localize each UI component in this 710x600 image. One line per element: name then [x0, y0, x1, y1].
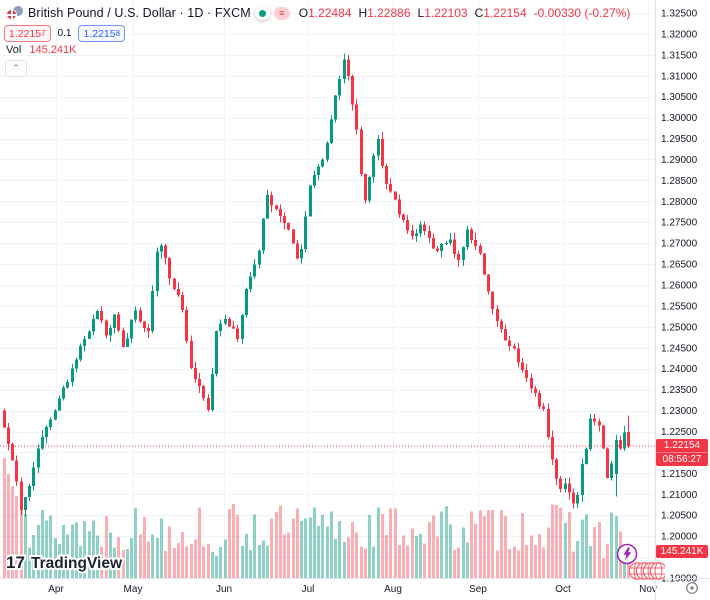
- tradingview-logo-text: TradingView: [31, 555, 123, 572]
- stacked-globes-button[interactable]: [629, 561, 665, 586]
- price-axis-border: [655, 0, 656, 600]
- close-value: 1.22154: [483, 6, 526, 20]
- time-axis-label: May: [124, 584, 143, 595]
- axis-settings-button[interactable]: [685, 581, 699, 600]
- currency-pair-icon: [6, 6, 23, 20]
- spread-value: 0.1: [58, 28, 72, 39]
- news-button[interactable]: ≡: [274, 7, 290, 20]
- price-axis-label: 1.28000: [661, 197, 698, 208]
- volume-label: Vol: [6, 44, 21, 56]
- target-icon: [685, 581, 699, 595]
- buy-price: 1.2215: [83, 27, 115, 41]
- change-value: -0.00330 (-0.27%): [534, 6, 631, 20]
- price-axis-label: 1.20000: [661, 532, 698, 543]
- low-value: 1.22103: [424, 6, 467, 20]
- price-axis-label: 1.23000: [661, 406, 698, 417]
- tradingview-logo-glyph: 17: [6, 553, 25, 572]
- price-axis-label: 1.29000: [661, 155, 698, 166]
- symbol-title[interactable]: British Pound / U.S. Dollar · 1D · FXCM: [28, 6, 251, 20]
- buy-pip: 8: [116, 30, 120, 38]
- market-status-button[interactable]: [255, 7, 270, 20]
- last-price-value: 1.22154: [656, 439, 708, 452]
- open-value: 1.22484: [308, 6, 351, 20]
- time-axis-label: Sep: [469, 584, 487, 595]
- high-value: 1.22886: [367, 6, 410, 20]
- price-axis-label: 1.31000: [661, 71, 698, 82]
- price-axis-label: 1.21500: [661, 469, 698, 480]
- price-axis-label: 1.25000: [661, 322, 698, 333]
- sell-price-button[interactable]: 1.22157: [4, 25, 51, 42]
- market-open-dot-icon: [259, 10, 266, 17]
- time-axis-label: Oct: [555, 584, 571, 595]
- collapse-legend-button[interactable]: ⌃: [5, 60, 27, 77]
- price-axis-label: 1.24000: [661, 364, 698, 375]
- time-axis-label: Aug: [384, 584, 402, 595]
- price-axis-label: 1.25500: [661, 301, 698, 312]
- high-label: H: [358, 6, 367, 20]
- price-axis-label: 1.30500: [661, 92, 698, 103]
- buy-price-button[interactable]: 1.22158: [78, 25, 125, 42]
- time-axis-label: Apr: [48, 584, 64, 595]
- bid-ask-row: 1.22157 0.1 1.22158: [4, 25, 125, 42]
- globes-icon: [629, 561, 665, 581]
- price-axis-label: 1.20500: [661, 511, 698, 522]
- price-axis-label: 1.28500: [661, 176, 698, 187]
- tradingview-chart-window: 1.32500 1.32000 1.31500 1.31000 1.30500 1.300…: [0, 0, 710, 600]
- tradingview-logo-svg: 17 TradingView: [6, 551, 166, 575]
- price-axis-label: 1.27500: [661, 218, 698, 229]
- sell-pip: 7: [41, 30, 45, 38]
- time-axis-label: Jul: [302, 584, 315, 595]
- chevron-up-icon: ⌃: [12, 64, 20, 73]
- price-axis-label: 1.31500: [661, 50, 698, 61]
- grid-lines: [0, 0, 655, 579]
- ohlc-values: O1.22484 H1.22886 L1.22103 C1.22154 -0.0…: [299, 6, 638, 20]
- axis-labels: 1.32500 1.32000 1.31500 1.31000 1.30500 1.300…: [48, 8, 697, 595]
- close-label: C: [475, 6, 484, 20]
- tradingview-logo[interactable]: 17 TradingView: [6, 551, 166, 580]
- volume-axis-badge: 145.241K: [656, 545, 708, 558]
- price-axis-label: 1.29500: [661, 134, 698, 145]
- price-axis-label: 1.26500: [661, 260, 698, 271]
- price-axis-label: 1.23500: [661, 385, 698, 396]
- news-lines-icon: ≡: [279, 9, 284, 18]
- sell-price: 1.2215: [9, 27, 41, 41]
- open-label: O: [299, 6, 308, 20]
- chart-legend: British Pound / U.S. Dollar · 1D · FXCM …: [6, 4, 637, 22]
- price-axis-label: 1.27000: [661, 239, 698, 250]
- bar-countdown: 08:56:27: [656, 452, 708, 466]
- last-price-badge: 1.22154 08:56:27: [656, 439, 708, 466]
- price-axis-label: 1.21000: [661, 490, 698, 501]
- price-axis-label: 1.30000: [661, 113, 698, 124]
- price-axis-label: 1.26000: [661, 281, 698, 292]
- price-axis-label: 1.32500: [661, 8, 698, 19]
- price-axis-label: 1.22500: [661, 427, 698, 438]
- price-chart[interactable]: 1.32500 1.32000 1.31500 1.31000 1.30500 1.300…: [0, 0, 710, 600]
- time-axis-label: Jun: [216, 584, 232, 595]
- volume-legend: Vol 145.241K: [6, 44, 76, 56]
- price-axis-label: 1.24500: [661, 343, 698, 354]
- price-axis-label: 1.32000: [661, 29, 698, 40]
- volume-value: 145.241K: [29, 44, 76, 56]
